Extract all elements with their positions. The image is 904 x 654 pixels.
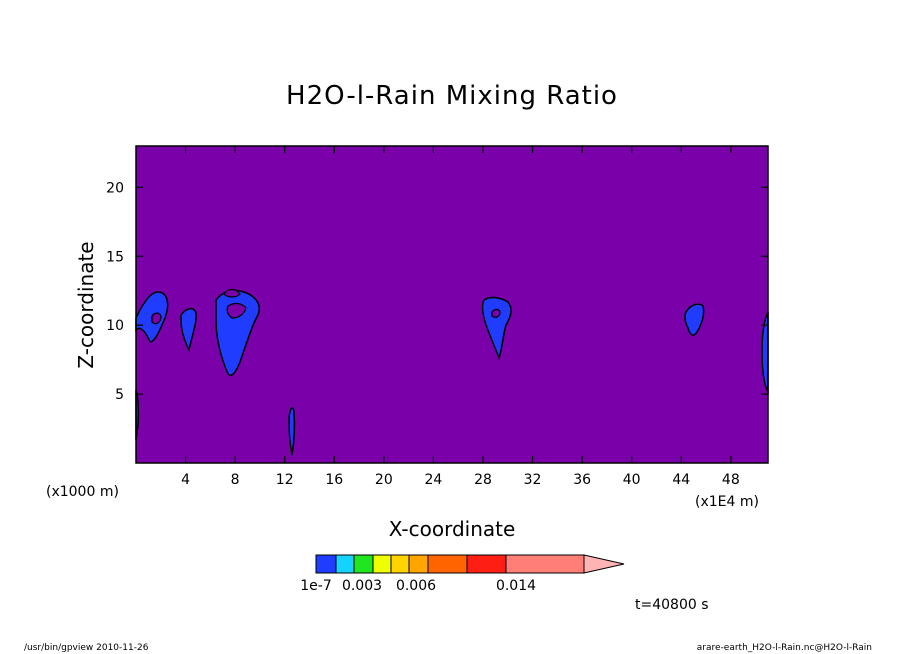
x-axis-ticks: 4 8 12 16 20 24 28 32 36 40 44 48 xyxy=(181,146,740,488)
time-label: t=40800 s xyxy=(635,597,709,613)
x-tick-label: 40 xyxy=(623,472,641,488)
colorbar-segment xyxy=(353,554,374,574)
x-tick-label: 16 xyxy=(325,472,343,488)
x-tick-label: 32 xyxy=(524,472,542,488)
rain-cell-5-inner xyxy=(491,308,501,318)
colorbar-segment xyxy=(390,554,410,574)
rain-cell-3-top xyxy=(223,288,241,298)
colorbar-segment xyxy=(427,554,468,574)
colorbar xyxy=(315,554,625,574)
y-axis-title: Z-coordinate xyxy=(74,241,98,368)
x-axis-title: X-coordinate xyxy=(389,517,516,541)
rain-cell-7 xyxy=(761,311,769,395)
colorbar-label: 0.014 xyxy=(496,578,536,594)
rain-cell-2 xyxy=(180,307,197,353)
colorbar-segment xyxy=(505,554,585,574)
colorbar-extend-arrow xyxy=(583,554,625,574)
y-tick-label: 15 xyxy=(106,249,124,265)
colorbar-segment xyxy=(466,554,507,574)
rain-contours xyxy=(135,288,769,456)
x-tick-label: 8 xyxy=(231,472,240,488)
x-tick-label: 48 xyxy=(722,472,740,488)
colorbar-label: 0.003 xyxy=(342,578,382,594)
rain-cell-6 xyxy=(684,303,705,336)
colorbar-label: 1e-7 xyxy=(300,578,331,594)
rain-cell-4 xyxy=(288,406,296,456)
colorbar-labels: 1e-7 0.003 0.006 0.014 xyxy=(300,578,536,594)
colorbar-segment xyxy=(408,554,429,574)
footer-left: /usr/bin/gpview 2010-11-26 xyxy=(24,643,149,653)
x-tick-label: 4 xyxy=(181,472,190,488)
y-tick-label: 10 xyxy=(106,318,124,334)
colorbar-segment xyxy=(372,554,392,574)
colorbar-label: 0.006 xyxy=(396,578,436,594)
y-tick-label: 20 xyxy=(106,180,124,196)
x-tick-label: 20 xyxy=(375,472,393,488)
plot-frame xyxy=(135,145,769,464)
x-tick-label: 44 xyxy=(672,472,690,488)
colorbar-segment xyxy=(315,554,337,574)
footer-right: arare-earth_H2O-l-Rain.nc@H2O-l-Rain xyxy=(697,643,872,653)
y-axis-ticks: 5 10 15 20 xyxy=(106,180,768,403)
x-axis-unit-label: (x1000 m) xyxy=(46,484,119,500)
colorbar-segment xyxy=(335,554,355,574)
x-axis-scale-note: (x1E4 m) xyxy=(695,494,759,510)
rain-cell-1-inner xyxy=(151,312,162,325)
chart-title: H2O-l-Rain Mixing Ratio xyxy=(286,81,618,111)
rain-cell-3-inner xyxy=(226,302,247,319)
rain-cell-5 xyxy=(481,296,512,361)
y-tick-label: 5 xyxy=(115,387,124,403)
x-tick-label: 12 xyxy=(276,472,294,488)
x-tick-label: 24 xyxy=(424,472,442,488)
x-tick-label: 36 xyxy=(573,472,591,488)
x-tick-label: 28 xyxy=(474,472,492,488)
